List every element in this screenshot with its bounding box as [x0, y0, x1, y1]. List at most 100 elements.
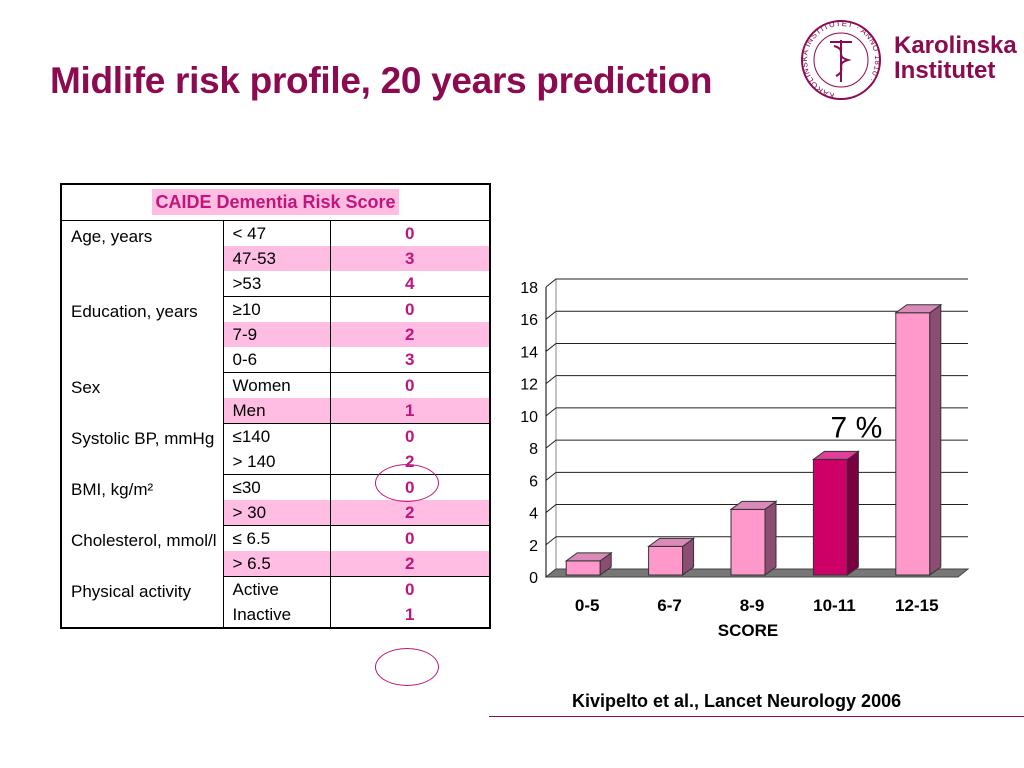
gridline [545, 375, 968, 385]
x-tick-label: 0-5 [575, 596, 600, 615]
table-row: 47-53 3 [61, 245, 491, 271]
citation: Kivipelto et al., Lancet Neurology 2006 [572, 691, 902, 711]
bar-side [764, 500, 777, 576]
chart-bars [564, 303, 943, 576]
risk-points: 3 [330, 346, 491, 373]
risk-factor-value: >53 [223, 270, 331, 297]
x-tick-label: 12-15 [895, 596, 938, 615]
gridline [545, 278, 968, 288]
y-tick-label: 6 [529, 473, 538, 490]
risk-points: 2 [330, 321, 491, 347]
risk-factor-value: > 30 [223, 499, 331, 526]
bar [894, 303, 943, 576]
table-row: > 140 2 [61, 448, 491, 475]
y-tick-label: 12 [520, 377, 538, 394]
x-tick-labels: 0-5 6-7 8-9 10-11 12-15 [575, 596, 939, 615]
bar-top [647, 537, 696, 547]
risk-points: 2 [330, 499, 491, 526]
table-row: Inactive 1 [61, 601, 491, 628]
table-row: >53 4 [61, 270, 491, 297]
table-body: Age, years < 47 0 47-53 3 >53 4 Education, year… [61, 220, 491, 628]
bar-top [564, 552, 613, 562]
table-row: 7-9 2 [61, 321, 491, 347]
risk-factor-value: Men [223, 397, 331, 424]
risk-factor-value: 47-53 [223, 245, 331, 271]
bar-face [812, 458, 848, 576]
risk-factor-value: 7-9 [223, 321, 331, 347]
risk-factor-name: Sex [61, 372, 224, 423]
risk-points: 4 [330, 270, 491, 297]
y-tick-label: 2 [529, 538, 538, 555]
logo-wordmark: Karolinska Institutet [894, 33, 1017, 83]
bar-face [648, 545, 684, 576]
risk-factor-name: Age, years [61, 220, 224, 296]
table-row: > 6.5 2 [61, 550, 491, 577]
table-row: Systolic BP, mmHg ≤140 0 [61, 423, 490, 474]
karolinska-seal-icon: KAROLINSKA INSTITUTET · ANNO 1810 · [800, 19, 882, 100]
bar-face [730, 508, 766, 576]
risk-points: 0 [405, 426, 415, 446]
bar-top [894, 304, 943, 314]
y-tick-label: 14 [520, 344, 538, 361]
risk-factor-value: Women [223, 372, 331, 398]
y-tick-label: 10 [520, 409, 538, 426]
risk-factor-value: > 140 [223, 448, 331, 475]
highlight-annotation: 7 % [831, 411, 883, 444]
risk-points: 2 [330, 550, 491, 577]
risk-points: 0 [405, 299, 415, 319]
table-row: > 30 2 [61, 499, 491, 526]
risk-factor-name: Physical activity [61, 576, 224, 628]
table-row: Age, years < 47 0 [61, 220, 490, 296]
x-tick-label: 8-9 [740, 596, 765, 615]
table-row: Physical activity Active 0 [61, 576, 490, 628]
bar [811, 450, 860, 576]
logo-line2: Institutet [894, 57, 996, 84]
risk-points: 0 [405, 223, 415, 243]
bar [647, 537, 696, 576]
caide-risk-table: CAIDE Dementia Risk Score Age, years < 47… [60, 183, 492, 629]
table-row: BMI, kg/m² ≤30 0 [61, 474, 490, 525]
risk-factor-name: Systolic BP, mmHg [61, 423, 224, 474]
bar [564, 551, 613, 576]
gridline [545, 342, 968, 352]
bar-face [565, 560, 601, 576]
y-tick-label: 0 [529, 570, 538, 587]
table-header: CAIDE Dementia Risk Score [61, 184, 491, 221]
gridline [545, 439, 968, 449]
risk-factor-name: BMI, kg/m² [61, 474, 224, 525]
bar [729, 500, 778, 576]
karolinska-logo: KAROLINSKA INSTITUTET · ANNO 1810 · Karo… [796, 18, 1017, 102]
gridline [545, 310, 968, 320]
risk-points: 1 [330, 601, 491, 628]
risk-factor-value: 0-6 [223, 346, 331, 373]
table-row: 0-6 3 [61, 346, 491, 373]
bar-top [729, 500, 778, 510]
risk-points: 0 [405, 477, 415, 497]
risk-factor-value: ≥10 [223, 296, 331, 322]
bar-face [895, 312, 931, 576]
risk-factor-value: > 6.5 [223, 550, 331, 577]
risk-points: 0 [405, 375, 415, 395]
risk-points: 3 [330, 245, 491, 271]
risk-factor-value: ≤ 6.5 [223, 525, 331, 551]
y-tick-labels: 0 2 4 6 8 10 12 14 16 18 [520, 280, 538, 587]
logo-line1: Karolinska [894, 32, 1017, 59]
risk-factor-name: Cholesterol, mmol/l [61, 525, 224, 576]
x-axis-title: SCORE [718, 621, 778, 640]
y-tick-label: 16 [520, 312, 538, 329]
risk-points: 0 [405, 528, 415, 548]
risk-points: 0 [405, 579, 415, 599]
bar-chart: 0 2 4 6 8 10 12 14 16 18 0-5 6-7 8-9 10-11 12-15 SCOR… [520, 278, 970, 640]
bar-top [811, 450, 860, 460]
risk-factor-value: Active [223, 576, 331, 602]
risk-factor-name: Education, years [61, 296, 224, 372]
footer-rule [489, 716, 1024, 717]
circle-annotation-activity [375, 648, 439, 686]
y-tick-label: 18 [520, 280, 538, 297]
table-row: Education, years ≥10 0 [61, 296, 490, 372]
y-tick-label: 8 [529, 441, 538, 458]
risk-factor-value: ≤140 [223, 423, 331, 449]
table-row: Sex Women 0 [61, 372, 490, 423]
risk-factor-value: Inactive [223, 601, 331, 628]
slide-title: Midlife risk profile, 20 years predictio… [50, 60, 713, 101]
